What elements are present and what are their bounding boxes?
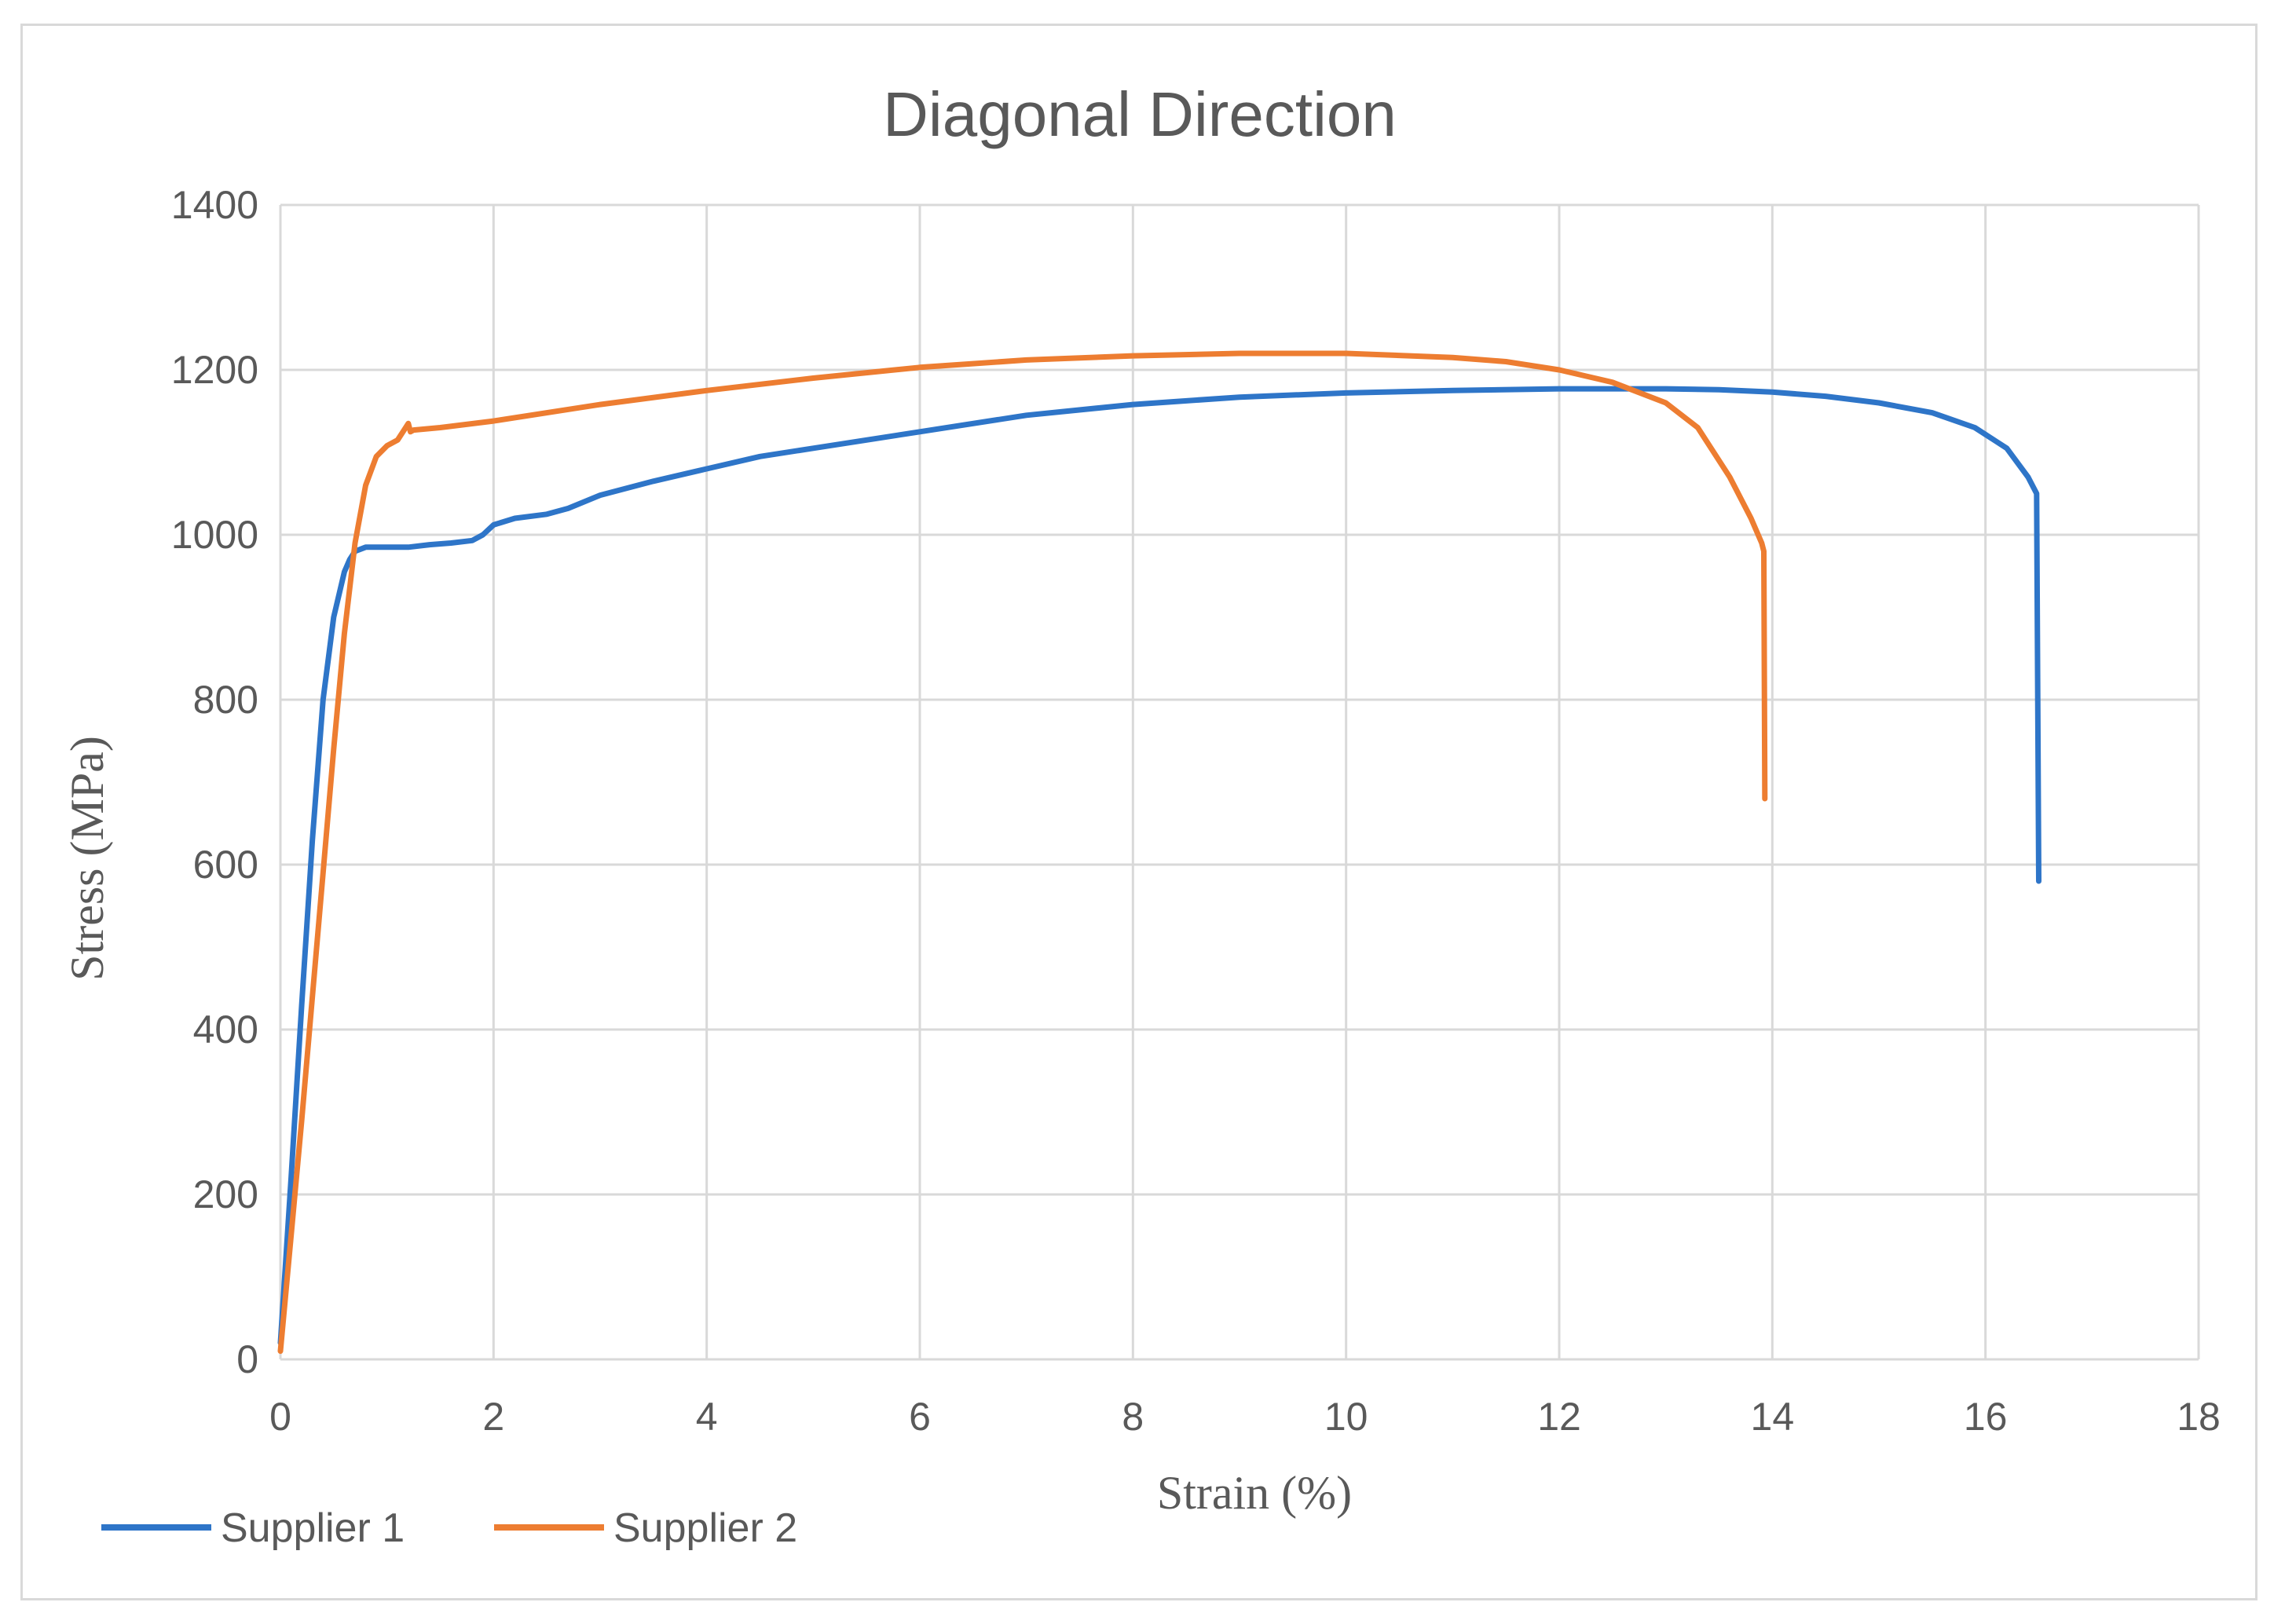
x-tick-label: 6: [909, 1395, 931, 1439]
y-tick-label: 600: [193, 843, 258, 887]
x-tick-label: 4: [696, 1395, 718, 1439]
y-tick-label: 1000: [171, 513, 258, 557]
tick-labels: 0 200 400 600 800 1000 1200 1400 0 2 4 6 8 10 12 14 16 18: [171, 183, 2221, 1439]
y-tick-label: 0: [236, 1337, 258, 1381]
gridlines: [279, 203, 2200, 1361]
x-tick-label: 0: [269, 1395, 291, 1439]
x-tick-label: 2: [482, 1395, 504, 1439]
y-tick-label: 200: [193, 1172, 258, 1216]
y-tick-label: 1400: [171, 183, 258, 227]
y-tick-label: 400: [193, 1008, 258, 1052]
x-axis-title: Strain (%): [1157, 1467, 1352, 1519]
y-tick-label: 1200: [171, 348, 258, 392]
x-tick-label: 14: [1751, 1395, 1795, 1439]
stress-strain-chart: Diagonal Direction 020040060080010001200…: [61, 79, 2221, 1551]
chart-title: Diagonal Direction: [883, 79, 1397, 149]
y-tick-label: 800: [193, 678, 258, 722]
legend-label-1: Supplier 1: [221, 1505, 405, 1551]
legend-label-2: Supplier 2: [613, 1505, 797, 1551]
x-tick-label: 12: [1537, 1395, 1581, 1439]
legend: Supplier 1 Supplier 2: [101, 1505, 797, 1551]
x-tick-label: 10: [1324, 1395, 1368, 1439]
y-axis-title: Stress (MPa): [61, 736, 113, 981]
x-tick-label: 16: [1964, 1395, 2008, 1439]
chart-frame: Diagonal Direction 0 200 400 600 800 1000 1200…: [20, 24, 2258, 1600]
series-lines: [277, 350, 2041, 1354]
series-line-1: [277, 386, 2041, 1346]
x-tick-label: 8: [1122, 1395, 1144, 1439]
series-line-2: [277, 350, 1768, 1354]
x-tick-label: 18: [2177, 1395, 2221, 1439]
